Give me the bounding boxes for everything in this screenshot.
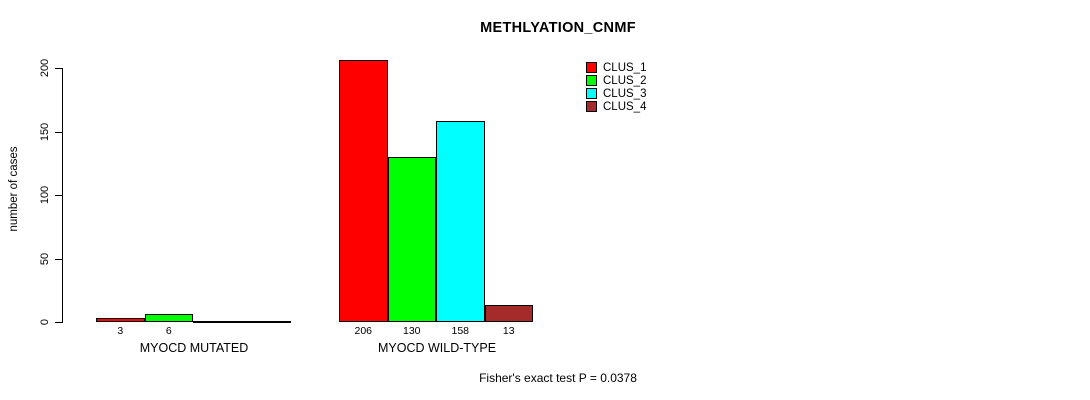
legend-label: CLUS_2 (603, 74, 647, 87)
bar-clus_2-group1 (387, 156, 436, 322)
bar-value-label: 130 (402, 325, 421, 337)
legend-swatch-clus_4 (586, 101, 597, 112)
legend-swatch-clus_2 (586, 75, 597, 86)
y-tick-label: 200 (39, 58, 51, 78)
chart-title: METHLYATION_CNMF (480, 20, 636, 36)
group-label-myocd-mutated: MYOCD MUTATED (139, 341, 249, 355)
legend-item-clus_1: CLUS_1 (586, 61, 646, 74)
y-tick (55, 68, 62, 69)
y-axis-line (62, 68, 63, 323)
y-tick (55, 258, 62, 260)
fisher-test-annotation: Fisher's exact test P = 0.0378 (479, 371, 637, 385)
bar-clus_2-group0 (144, 314, 193, 322)
y-tick-label: 0 (39, 318, 51, 326)
y-axis-label: number of cases (8, 146, 20, 232)
legend-item-clus_4: CLUS_4 (586, 100, 646, 113)
y-tick-label: 150 (39, 122, 51, 141)
y-tick-label: 50 (39, 252, 51, 265)
y-tick (55, 195, 62, 196)
y-tick (55, 131, 62, 133)
bar-value-label: 158 (451, 325, 470, 337)
legend-label: CLUS_1 (603, 61, 647, 74)
bar-clus_1-group0 (96, 318, 145, 322)
bar-value-label: 13 (502, 325, 515, 337)
zero-bar-clus_4-group0 (241, 321, 291, 323)
legend-label: CLUS_3 (603, 87, 647, 100)
bar-clus_1-group1 (339, 60, 388, 322)
bar-clus_3-group1 (436, 121, 485, 322)
group-label-myocd-wild-type: MYOCD WILD-TYPE (377, 341, 497, 355)
legend-swatch-clus_3 (586, 88, 597, 99)
y-tick (55, 322, 62, 323)
bar-clus_4-group1 (484, 305, 533, 322)
legend-swatch-clus_1 (586, 62, 597, 73)
y-tick-label: 100 (39, 185, 51, 205)
legend: CLUS_1 CLUS_2 CLUS_3 CLUS_4 (586, 61, 646, 113)
zero-bar-clus_3-group0 (193, 321, 243, 323)
legend-label: CLUS_4 (603, 100, 647, 113)
bar-value-label: 206 (354, 325, 373, 337)
bar-value-label: 6 (165, 325, 172, 337)
legend-item-clus_2: CLUS_2 (586, 74, 646, 87)
legend-item-clus_3: CLUS_3 (586, 87, 646, 100)
bar-value-label: 3 (117, 325, 124, 337)
